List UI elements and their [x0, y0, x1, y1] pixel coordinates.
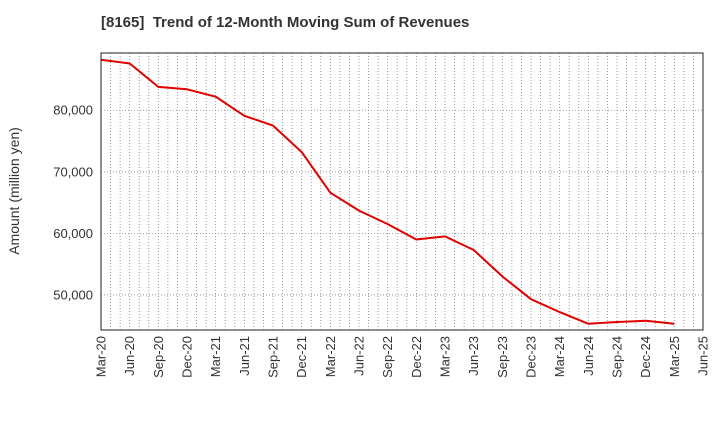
x-tick-label: Jun-21 [237, 336, 252, 376]
x-tick-label: Jun-23 [466, 336, 481, 376]
x-tick-label: Jun-20 [122, 336, 137, 376]
x-tick-label: Mar-24 [552, 336, 567, 377]
x-tick-labels: Mar-20 Jun-20 Sep-20 Dec-20 Mar-21 Jun-21 Sep-… [94, 336, 711, 378]
x-tick-label: Jun-25 [696, 336, 711, 376]
series-line [100, 58, 675, 325]
y-tick-label: 80,000 [53, 103, 93, 118]
grid-lines [101, 53, 703, 330]
x-tick-label: Dec-20 [180, 336, 195, 378]
x-tick-label: Sep-24 [610, 336, 625, 378]
chart-title: [8165] Trend of 12-Month Moving Sum of R… [101, 14, 470, 31]
x-tick-label: Dec-21 [294, 336, 309, 378]
x-tick-label: Sep-21 [266, 336, 281, 378]
x-tick-label: Sep-20 [151, 336, 166, 378]
plot-background [101, 53, 703, 330]
x-tick-label: Sep-22 [380, 336, 395, 378]
x-tick-label: Mar-25 [667, 336, 682, 377]
x-tick-label: Jun-22 [352, 336, 367, 376]
y-tick-label: 50,000 [53, 287, 93, 302]
x-tick-label: Sep-23 [495, 336, 510, 378]
y-tick-label: 60,000 [53, 226, 93, 241]
x-tick-label: Mar-21 [208, 336, 223, 377]
y-tick-label: 70,000 [53, 164, 93, 179]
y-tick-labels: 50,000 60,000 70,000 80,000 [53, 103, 93, 303]
x-tick-label: Dec-24 [638, 336, 653, 378]
x-tick-label: Mar-22 [323, 336, 338, 377]
x-tick-label: Dec-22 [409, 336, 424, 378]
x-tick-label: Dec-23 [524, 336, 539, 378]
x-tick-label: Mar-23 [438, 336, 453, 377]
x-tick-label: Jun-24 [581, 336, 596, 376]
plot-frame [100, 52, 704, 331]
y-axis-title: Amount (million yen) [6, 127, 22, 255]
x-tick-label: Mar-20 [94, 336, 109, 377]
